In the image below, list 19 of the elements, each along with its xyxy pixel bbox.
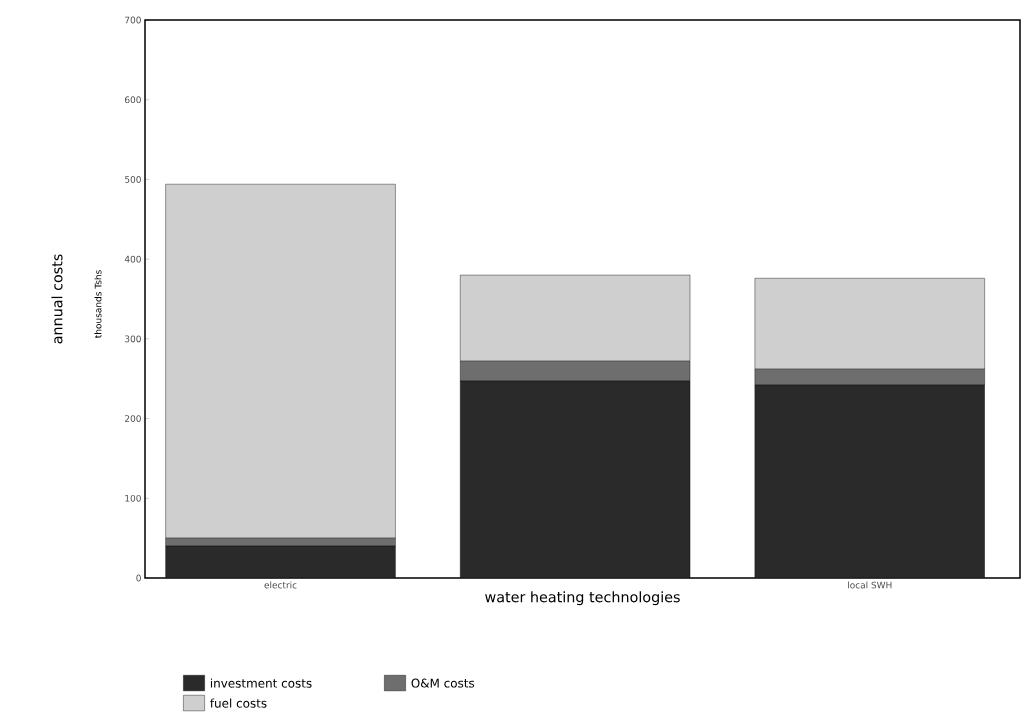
bar [165,545,396,578]
legend-label: investment costs [210,678,312,688]
y-tick-label: 0 [136,574,141,582]
x-axis-title: water heating technologies [485,591,680,606]
legend-label: O&M costs [411,678,475,688]
y-tick-label: 500 [125,176,141,183]
y-tick-label: 700 [125,16,141,24]
y-tick-label: 100 [125,494,141,502]
y-tick-label: 300 [125,335,141,343]
y-tick-label: 200 [125,415,141,422]
text: thousands Tshs [94,270,102,338]
legend-label: fuel costs [210,698,267,708]
bar [754,384,985,578]
bar [460,381,691,578]
y-axis-title: annual costs [51,254,63,344]
x-tick-label: local SWH [848,581,892,589]
y-tick-label: 600 [124,96,141,104]
y-tick-label: 400 [124,255,141,263]
x-tick-label: electric [264,581,297,589]
